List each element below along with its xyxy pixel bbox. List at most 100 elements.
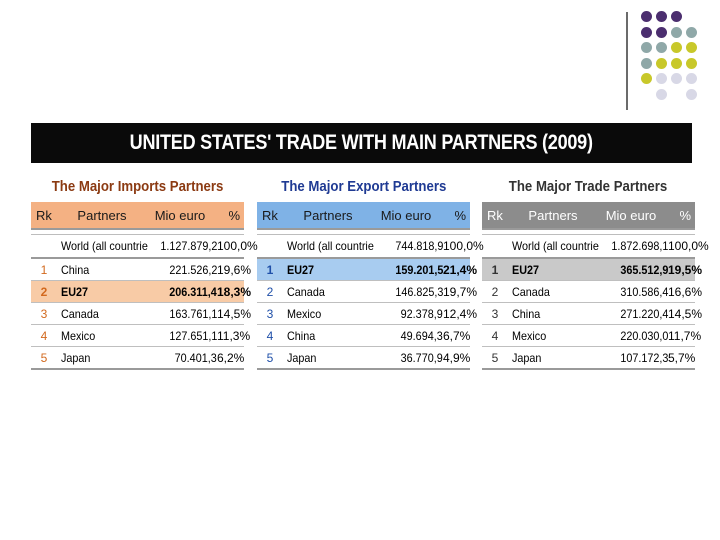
row-pct: 4,9% bbox=[443, 350, 471, 365]
table-row: 4 Mexico 220.030,0 11,7% bbox=[482, 325, 702, 347]
table-row: 2 Canada 146.825,3 19,7% bbox=[257, 281, 478, 303]
row-partner: Canada bbox=[512, 284, 550, 299]
exports-table-body: 1 EU27 159.201,5 21,4% 2 Canada 146.825,3 19,7%… bbox=[257, 259, 478, 370]
table-row: 3 Mexico 92.378,9 12,4% bbox=[257, 303, 478, 325]
world-value: 744.818,9 bbox=[394, 239, 443, 253]
row-value: 220.030,0 bbox=[619, 328, 668, 343]
row-rank: 4 bbox=[266, 328, 274, 343]
trade-table-header: Rk Partners Mio euro % bbox=[482, 202, 695, 230]
rank-header: Rk bbox=[262, 207, 278, 223]
table-row: 3 Canada 163.761,1 14,5% bbox=[31, 303, 251, 325]
decorative-dot bbox=[656, 26, 667, 38]
row-rank: 2 bbox=[491, 284, 499, 299]
row-rank: 4 bbox=[40, 328, 48, 343]
world-value: 1.127.879,2 bbox=[159, 239, 217, 253]
pct-header: % bbox=[228, 207, 240, 223]
exports-table-header: Rk Partners Mio euro % bbox=[257, 202, 470, 230]
table-row: 1 EU27 159.201,5 21,4% bbox=[257, 259, 478, 281]
row-partner: Canada bbox=[61, 306, 99, 321]
value-header: Mio euro bbox=[605, 207, 657, 223]
world-total-row: World (all countrie 1.127.879,2 100,0% bbox=[31, 234, 258, 259]
table-row: 2 EU27 206.311,4 18,3% bbox=[31, 281, 252, 303]
row-partner: Canada bbox=[287, 284, 325, 299]
decorative-dot bbox=[656, 42, 667, 53]
row-value: 221.526,2 bbox=[168, 262, 217, 277]
row-value: 365.512,9 bbox=[619, 262, 668, 277]
row-pct: 6,7% bbox=[443, 328, 471, 343]
row-partner: Mexico bbox=[287, 306, 322, 321]
row-partner: Mexico bbox=[512, 328, 547, 343]
row-rank: 1 bbox=[491, 262, 499, 277]
decorative-dot bbox=[656, 73, 667, 84]
row-value: 49.694,3 bbox=[400, 328, 443, 343]
decorative-dot bbox=[686, 73, 697, 84]
table-row: 3 China 271.220,4 14,5% bbox=[482, 303, 703, 325]
decorative-dot bbox=[686, 42, 697, 53]
rank-header: Rk bbox=[36, 207, 52, 223]
row-partner: Mexico bbox=[61, 328, 96, 343]
imports-table-header: Rk Partners Mio euro % bbox=[31, 202, 244, 230]
world-partner: World (all countrie bbox=[287, 239, 374, 253]
row-rank: 5 bbox=[266, 350, 274, 365]
row-pct: 14,5% bbox=[668, 306, 703, 321]
table-row: 1 EU27 365.512,9 19,5% bbox=[482, 259, 703, 281]
row-pct: 19,5% bbox=[668, 262, 703, 277]
row-pct: 5,7% bbox=[668, 350, 696, 365]
decorative-dot bbox=[671, 42, 682, 53]
row-value: 146.825,3 bbox=[394, 284, 443, 299]
row-pct: 6,2% bbox=[217, 350, 245, 365]
table-row: 2 Canada 310.586,4 16,6% bbox=[482, 281, 702, 303]
row-value: 163.761,1 bbox=[168, 306, 217, 321]
row-value: 310.586,4 bbox=[619, 284, 668, 299]
decorative-dot bbox=[641, 42, 652, 53]
trade-table-body: 1 EU27 365.512,9 19,5% 2 Canada 310.586,4 16,6%… bbox=[482, 259, 703, 370]
row-value: 127.651,1 bbox=[168, 328, 217, 343]
row-partner: Japan bbox=[61, 350, 91, 365]
row-rank: 2 bbox=[266, 284, 274, 299]
value-header: Mio euro bbox=[380, 207, 432, 223]
rank-header: Rk bbox=[487, 207, 503, 223]
row-partner: EU27 bbox=[61, 284, 89, 299]
world-pct: 100,0% bbox=[443, 239, 484, 253]
row-pct: 18,3% bbox=[217, 284, 252, 299]
row-value: 92.378,9 bbox=[400, 306, 443, 321]
row-value: 271.220,4 bbox=[619, 306, 668, 321]
row-pct: 12,4% bbox=[443, 306, 478, 321]
row-rank: 3 bbox=[266, 306, 274, 321]
row-pct: 19,6% bbox=[217, 262, 252, 277]
table-row: 1 China 221.526,2 19,6% bbox=[31, 259, 252, 281]
imports-table-title: The Major Imports Partners bbox=[51, 177, 224, 195]
world-total-row: World (all countrie 744.818,9 100,0% bbox=[257, 234, 484, 259]
row-pct: 11,7% bbox=[668, 328, 702, 343]
decorative-dot bbox=[641, 73, 652, 84]
decorative-dot bbox=[656, 88, 667, 100]
row-value: 70.401,3 bbox=[174, 350, 217, 365]
row-partner: Japan bbox=[287, 350, 317, 365]
row-partner: China bbox=[61, 262, 90, 277]
pct-header: % bbox=[454, 207, 466, 223]
row-partner: Japan bbox=[512, 350, 542, 365]
partner-header: Partners bbox=[303, 207, 353, 223]
row-rank: 5 bbox=[491, 350, 499, 365]
table-row: 4 Mexico 127.651,1 11,3% bbox=[31, 325, 251, 347]
world-pct: 100,0% bbox=[217, 239, 258, 253]
table-row: 5 Japan 107.172,3 5,7% bbox=[482, 347, 695, 370]
decorative-dot bbox=[686, 57, 697, 69]
row-rank: 3 bbox=[491, 306, 499, 321]
decorative-dot bbox=[656, 11, 667, 22]
decorative-dot bbox=[656, 57, 667, 69]
row-rank: 4 bbox=[491, 328, 499, 343]
world-value: 1.872.698,1 bbox=[610, 239, 668, 253]
trade-table-title: The Major Trade Partners bbox=[509, 177, 668, 195]
decorative-dot bbox=[671, 57, 682, 69]
row-value: 159.201,5 bbox=[394, 262, 443, 277]
row-rank: 1 bbox=[266, 262, 274, 277]
decorative-dot bbox=[686, 88, 697, 100]
pct-header: % bbox=[679, 207, 691, 223]
row-pct: 11,3% bbox=[217, 328, 251, 343]
exports-table: The Major Export Partners Rk Partners Mi… bbox=[257, 170, 484, 370]
row-rank: 1 bbox=[40, 262, 48, 277]
row-pct: 21,4% bbox=[443, 262, 478, 277]
row-partner: China bbox=[512, 306, 541, 321]
row-pct: 19,7% bbox=[443, 284, 478, 299]
